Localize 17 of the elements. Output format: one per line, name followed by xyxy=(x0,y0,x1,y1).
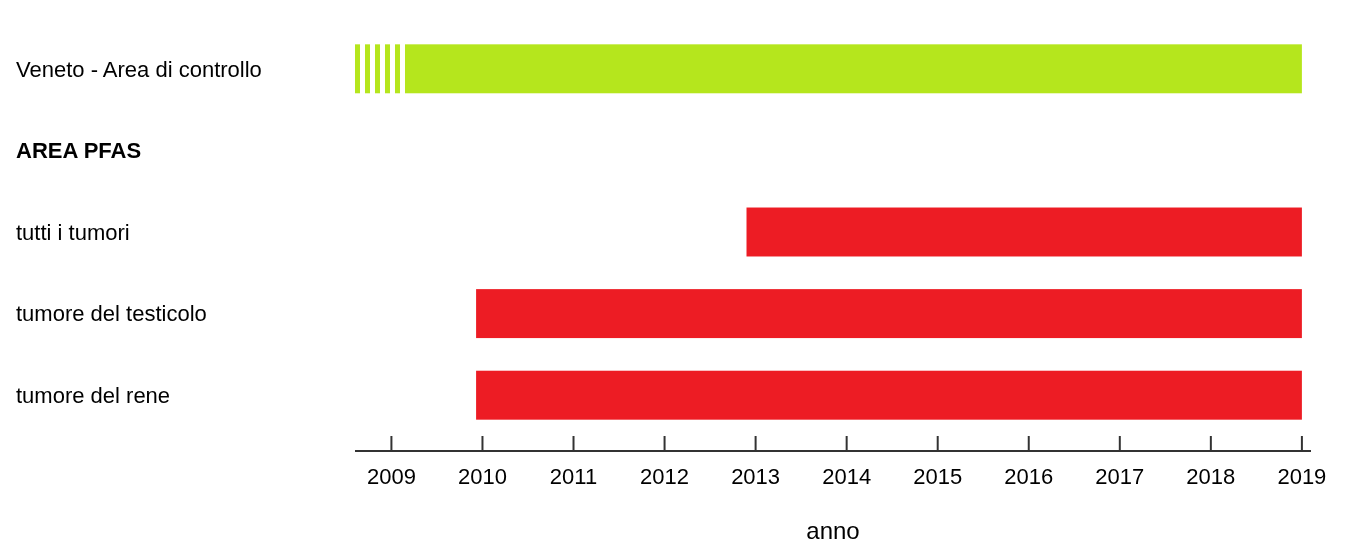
x-tick-label: 2017 xyxy=(1095,464,1145,489)
x-tick-label: 2012 xyxy=(640,464,690,489)
y-tick-label: tumore del rene xyxy=(16,382,171,408)
y-tick-label: tumore del testicolo xyxy=(16,301,207,327)
x-tick-label: 2013 xyxy=(731,464,781,489)
x-tick-label: 2016 xyxy=(1004,464,1054,489)
x-tick-label: 2011 xyxy=(549,464,598,489)
y-tick-label: tutti i tumori xyxy=(16,219,130,245)
y-tick-label: AREA PFAS xyxy=(16,138,142,164)
x-tick-label: 2019 xyxy=(1277,464,1327,489)
x-tick-label: 2009 xyxy=(366,464,416,489)
x-tick-label: 2014 xyxy=(822,464,872,489)
y-tick-label: Veneto - Area di controllo xyxy=(16,56,262,82)
x-tick-label: 2010 xyxy=(457,464,507,489)
x-axis-title: anno xyxy=(806,517,860,544)
x-tick-label: 2018 xyxy=(1186,464,1236,489)
x-tick-label: 2015 xyxy=(913,464,963,489)
